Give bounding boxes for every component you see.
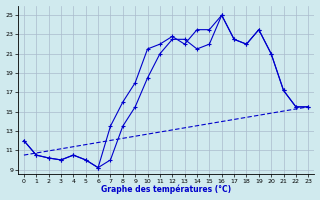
X-axis label: Graphe des températures (°C): Graphe des températures (°C): [101, 185, 231, 194]
